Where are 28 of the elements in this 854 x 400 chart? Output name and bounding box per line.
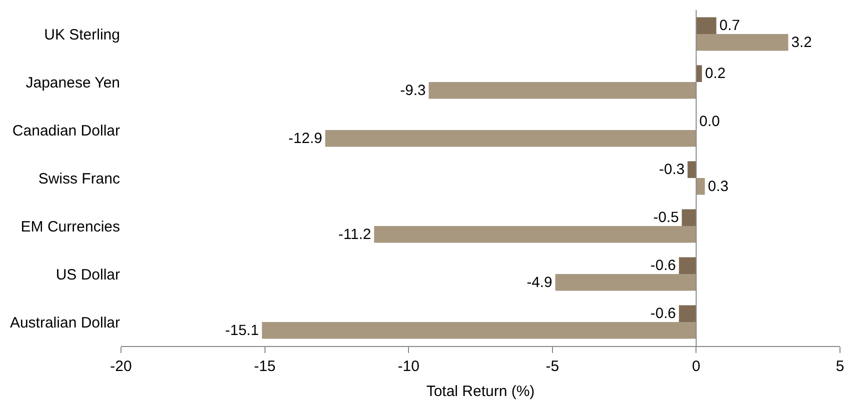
x-tick-label: -20 xyxy=(110,358,132,375)
y-tick-label: Australian Dollar xyxy=(10,314,120,332)
data-label: -0.6 xyxy=(650,258,676,274)
data-label: -11.2 xyxy=(338,226,372,243)
x-axis-title: Total Return (%) xyxy=(426,383,535,400)
data-label: 3.2 xyxy=(791,34,812,51)
x-tick-label: -15 xyxy=(254,358,276,375)
data-label: 0.7 xyxy=(719,18,740,34)
data-label: -4.9 xyxy=(526,274,552,291)
data-label: -12.9 xyxy=(288,130,322,147)
data-label: -9.3 xyxy=(400,82,426,99)
data-label: -0.3 xyxy=(659,162,685,178)
x-tick-label: -5 xyxy=(546,358,560,375)
y-tick-label: Canadian Dollar xyxy=(12,122,120,140)
data-label: -0.6 xyxy=(650,306,676,322)
x-tick-label: 0 xyxy=(692,358,700,375)
y-tick-label: EM Currencies xyxy=(20,218,120,236)
x-tick-label: 5 xyxy=(836,358,844,375)
y-tick-label: Japanese Yen xyxy=(26,74,120,92)
x-tick-label: -10 xyxy=(398,358,420,375)
data-label: -15.1 xyxy=(225,322,259,339)
y-tick-label: US Dollar xyxy=(56,266,120,284)
data-label: -0.5 xyxy=(653,210,679,226)
data-label: 0.3 xyxy=(708,178,728,195)
data-label: 0.0 xyxy=(699,114,720,130)
y-tick-label: Swiss Franc xyxy=(38,170,120,188)
y-tick-label: UK Sterling xyxy=(44,26,120,44)
data-label: 0.2 xyxy=(704,66,726,82)
